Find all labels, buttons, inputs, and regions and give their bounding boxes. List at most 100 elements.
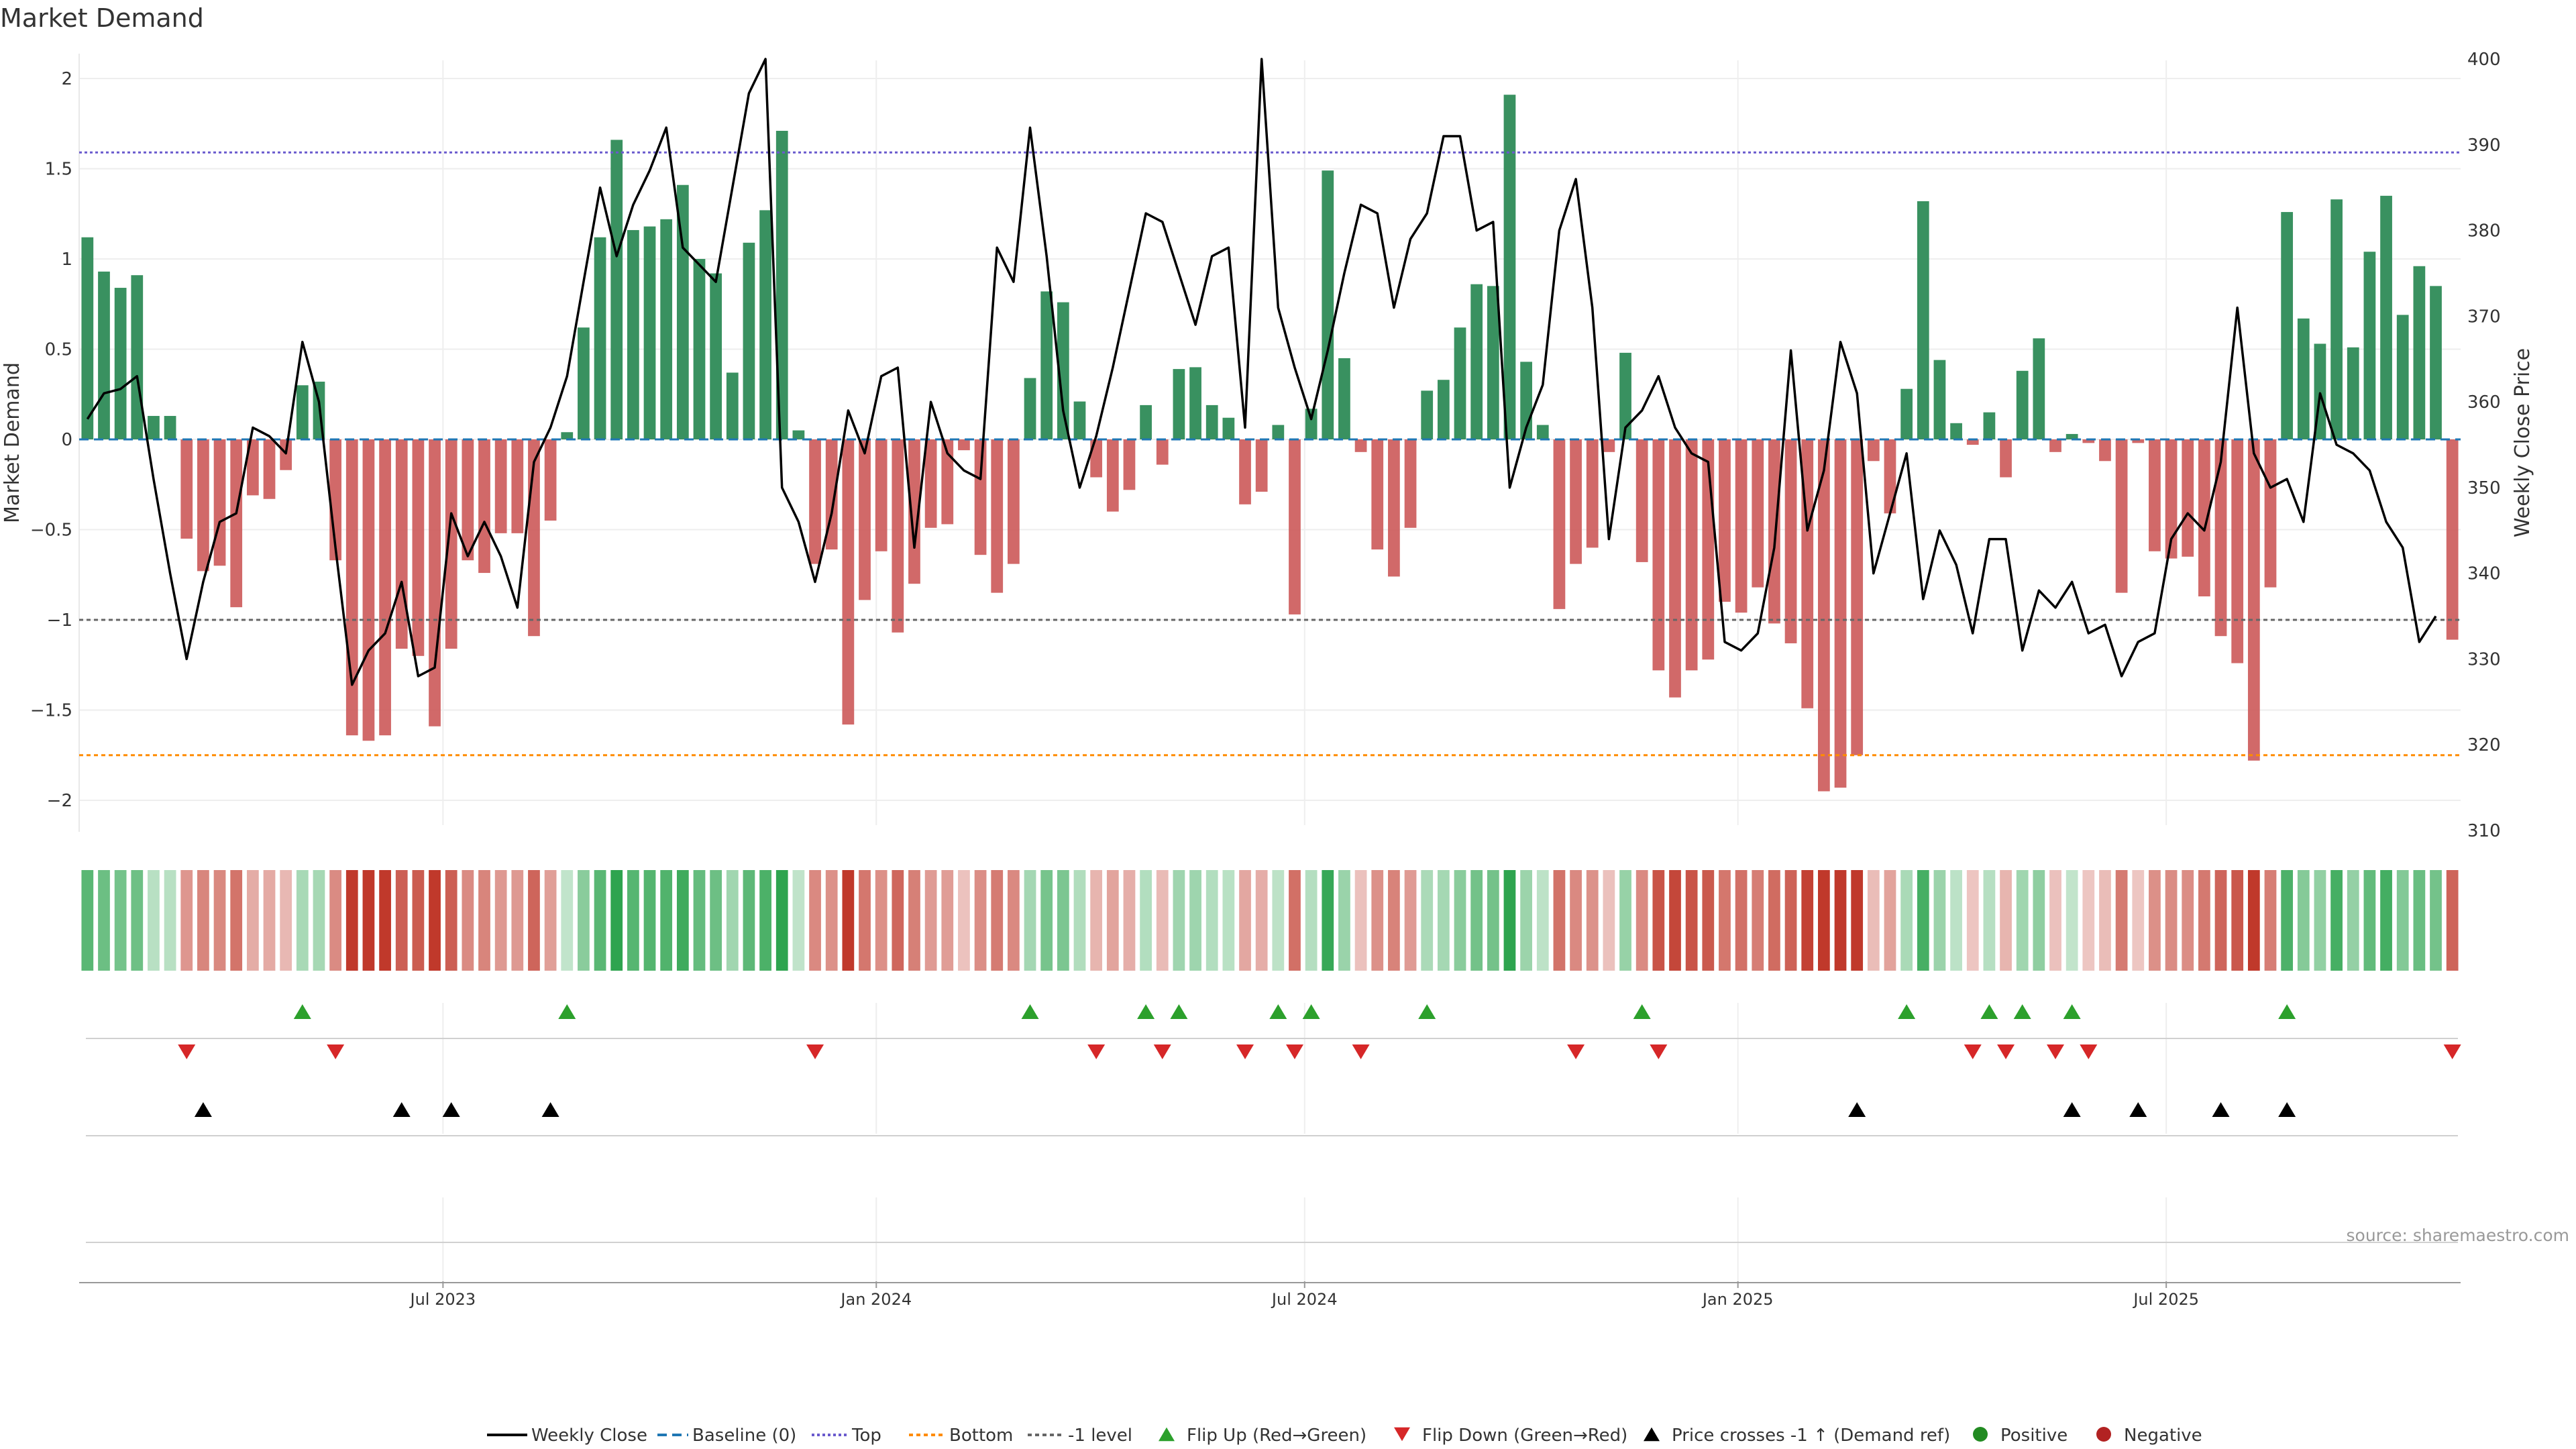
flip-down-marker bbox=[1567, 1044, 1585, 1060]
demand-bar bbox=[2033, 338, 2045, 439]
demand-bar bbox=[2165, 439, 2178, 559]
demand-bar bbox=[2396, 315, 2409, 439]
strip-cell bbox=[1173, 870, 1185, 971]
strip-cell bbox=[478, 870, 490, 971]
strip-cell bbox=[230, 870, 243, 971]
demand-bar bbox=[379, 439, 391, 736]
demand-bar bbox=[1322, 170, 1334, 439]
demand-bar bbox=[1900, 388, 1913, 439]
demand-bar bbox=[1289, 439, 1301, 614]
demand-bar bbox=[1205, 405, 1218, 439]
demand-bar bbox=[2016, 370, 2029, 439]
strip-cell bbox=[1801, 870, 1814, 971]
demand-bar bbox=[1966, 439, 1979, 445]
strip-cell bbox=[1586, 870, 1599, 971]
price-cross-marker bbox=[392, 1102, 411, 1118]
demand-bar bbox=[114, 288, 127, 439]
demand-bar bbox=[1669, 439, 1681, 698]
reference-lines bbox=[79, 151, 2461, 757]
demand-bar bbox=[478, 439, 490, 574]
legend-label: Price crosses -1 ↑ (Demand ref) bbox=[1672, 1426, 1950, 1446]
strip-cell bbox=[2380, 870, 2392, 971]
strip-cell bbox=[792, 870, 805, 971]
strip-cell bbox=[148, 870, 160, 971]
demand-bar bbox=[429, 439, 441, 727]
demand-bar bbox=[180, 439, 193, 539]
demand-bar bbox=[1173, 369, 1185, 439]
flip-down-marker bbox=[1997, 1044, 2015, 1060]
strip-cell bbox=[164, 870, 176, 971]
demand-bar bbox=[1834, 439, 1847, 788]
strip-cell bbox=[345, 870, 358, 971]
flip-up-marker bbox=[558, 1004, 576, 1020]
strip-cell bbox=[627, 870, 639, 971]
axis-ticks: 2 1.5 1 0.5 0 −0.5 −1 −1.5 −2 400 390 380 370 360 350 3… bbox=[30, 50, 2501, 1309]
legend-item-minus1: -1 level bbox=[1028, 1426, 1132, 1446]
left-tick-label: −1.5 bbox=[30, 701, 72, 721]
strip-cell bbox=[1289, 870, 1301, 971]
demand-bar bbox=[1752, 439, 1764, 588]
demand-bar bbox=[1140, 405, 1152, 439]
legend-label: Flip Down (Green→Red) bbox=[1422, 1426, 1627, 1446]
strip-cell bbox=[2347, 870, 2359, 971]
demand-bar bbox=[1272, 425, 1285, 439]
legend-swatch-flip-up bbox=[1159, 1427, 1175, 1442]
strip-cell bbox=[131, 870, 144, 971]
price-cross-marker bbox=[194, 1102, 212, 1118]
demand-bar bbox=[2231, 439, 2244, 663]
strip-cell bbox=[2363, 870, 2376, 971]
weekly-close-line-layer bbox=[86, 58, 2437, 686]
strip-cell bbox=[1784, 870, 1797, 971]
price-cross-marker bbox=[2129, 1102, 2147, 1118]
demand-bar bbox=[775, 131, 788, 439]
demand-bar bbox=[494, 439, 507, 533]
flip-up-marker bbox=[293, 1004, 311, 1020]
demand-bar bbox=[1635, 439, 1648, 562]
demand-bar bbox=[1421, 390, 1434, 439]
demand-bar bbox=[2000, 439, 2012, 478]
strip-cell bbox=[610, 870, 623, 971]
strip-cell bbox=[2413, 870, 2426, 971]
right-tick-label: 380 bbox=[2467, 221, 2501, 241]
strip-cell bbox=[1239, 870, 1251, 971]
demand-bar bbox=[1470, 284, 1483, 439]
strip-cell bbox=[429, 870, 441, 971]
strip-cell bbox=[1685, 870, 1698, 971]
strip-cell bbox=[1470, 870, 1483, 971]
strip-cell bbox=[114, 870, 127, 971]
demand-bar bbox=[2099, 439, 2111, 462]
left-tick-label: 1.5 bbox=[45, 160, 72, 180]
legend-label: Positive bbox=[2000, 1426, 2068, 1446]
strip-cell bbox=[924, 870, 937, 971]
demand-heat-strip bbox=[81, 870, 2459, 971]
demand-bar bbox=[2182, 439, 2194, 557]
chart-title: Market Demand bbox=[0, 3, 204, 33]
strip-cell bbox=[1024, 870, 1036, 971]
strip-cell bbox=[2115, 870, 2128, 971]
price-cross-marker bbox=[2063, 1102, 2081, 1118]
demand-bar bbox=[1719, 439, 1731, 602]
demand-bar bbox=[1437, 380, 1450, 439]
strip-cell bbox=[1917, 870, 1929, 971]
strip-cell bbox=[1454, 870, 1466, 971]
flip-down-marker bbox=[806, 1044, 824, 1060]
demand-bar bbox=[1090, 439, 1103, 478]
legend-item-flip_down: Flip Down (Green→Red) bbox=[1394, 1426, 1627, 1446]
strip-cell bbox=[246, 870, 259, 971]
demand-bar bbox=[1553, 439, 1566, 609]
demand-bar bbox=[395, 439, 408, 649]
strip-cell bbox=[1503, 870, 1516, 971]
demand-bar bbox=[1570, 439, 1582, 564]
strip-cell bbox=[859, 870, 871, 971]
legend-label: Bottom bbox=[949, 1426, 1013, 1446]
demand-bar bbox=[1222, 417, 1235, 439]
demand-bar bbox=[991, 439, 1004, 593]
demand-bar bbox=[296, 385, 309, 439]
legend-item-baseline: Baseline (0) bbox=[657, 1426, 796, 1446]
strip-cell bbox=[445, 870, 458, 971]
strip-cell bbox=[1933, 870, 1946, 971]
strip-cell bbox=[1338, 870, 1350, 971]
strip-cell bbox=[197, 870, 209, 971]
strip-cell bbox=[313, 870, 325, 971]
demand-bar bbox=[792, 430, 805, 439]
